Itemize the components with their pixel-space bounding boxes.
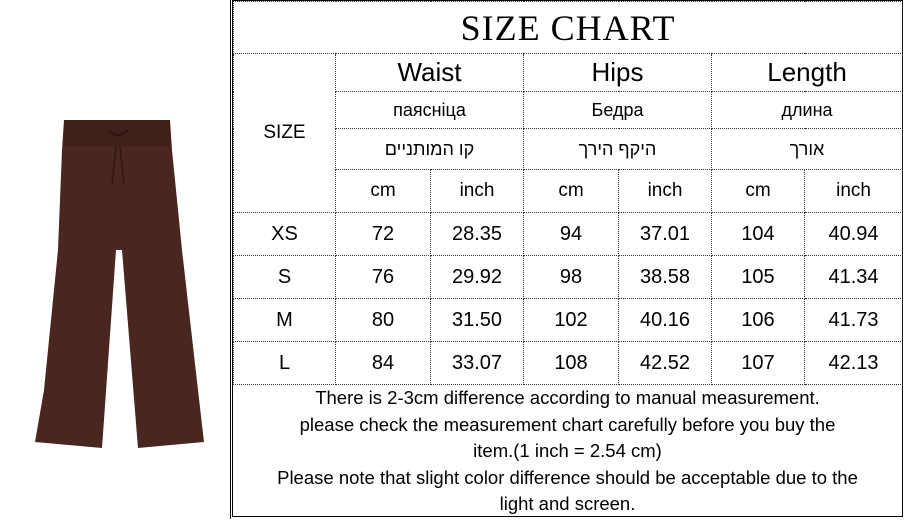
value-cell: 40.16 (618, 298, 712, 342)
value-cell: 40.94 (803, 212, 904, 256)
note-line: light and screen. (499, 493, 636, 514)
length-header: Length (710, 53, 904, 92)
value-cell: 28.35 (430, 212, 524, 256)
value-cell: 37.01 (618, 212, 712, 256)
length-hebrew: אורך (710, 128, 904, 170)
value-cell: 42.13 (803, 341, 904, 385)
unit-cm: cm (523, 169, 619, 213)
value-cell: 33.07 (430, 341, 524, 385)
unit-inch: inch (618, 169, 712, 213)
unit-cm: cm (711, 169, 805, 213)
unit-cm: cm (335, 169, 431, 213)
chart-title: SIZE CHART (232, 1, 904, 54)
hips-translation: Бедра (523, 91, 712, 129)
note-line: Please note that slight color difference… (277, 466, 858, 488)
unit-inch: inch (430, 169, 524, 213)
size-cell: S (233, 255, 336, 299)
value-cell: 84 (335, 341, 431, 385)
product-image (0, 0, 231, 519)
value-cell: 80 (335, 298, 431, 342)
note-line: please check the measurement chart caref… (299, 413, 836, 435)
value-cell: 29.92 (430, 255, 524, 299)
value-cell: 94 (523, 212, 619, 256)
value-cell: 41.73 (803, 298, 904, 342)
value-cell: 105 (711, 255, 805, 299)
table-row: S 76 29.92 98 38.58 105 41.34 (233, 255, 904, 299)
table-row: L 84 33.07 108 42.52 107 42.13 (233, 341, 904, 385)
value-cell: 108 (523, 341, 619, 385)
size-cell: M (233, 298, 336, 342)
waist-translation: паясніца (335, 91, 524, 129)
value-cell: 38.58 (618, 255, 712, 299)
size-chart: SIZE CHART SIZE Waist Hips Length паясні… (232, 0, 904, 518)
hips-header: Hips (523, 53, 712, 92)
value-cell: 107 (711, 341, 805, 385)
value-cell: 104 (711, 212, 805, 256)
measurement-notes: There is 2-3cm difference according to m… (233, 385, 902, 518)
size-cell: L (233, 341, 336, 385)
waist-hebrew: קו המותניים (335, 128, 524, 170)
value-cell: 76 (335, 255, 431, 299)
value-cell: 31.50 (430, 298, 524, 342)
size-header: SIZE (233, 53, 336, 213)
brown-pants-illustration (35, 120, 204, 448)
value-cell: 42.52 (618, 341, 712, 385)
unit-inch: inch (803, 169, 904, 213)
table-row: XS 72 28.35 94 37.01 104 40.94 (233, 212, 904, 256)
value-cell: 41.34 (803, 255, 904, 299)
value-cell: 98 (523, 255, 619, 299)
waist-header: Waist (335, 53, 524, 92)
value-cell: 72 (335, 212, 431, 256)
note-line: There is 2-3cm difference according to m… (315, 387, 820, 408)
value-cell: 106 (711, 298, 805, 342)
length-translation: длина (710, 91, 904, 129)
table-row: M 80 31.50 102 40.16 106 41.73 (233, 298, 904, 342)
size-table: SIZE CHART SIZE Waist Hips Length паясні… (232, 1, 904, 385)
value-cell: 102 (523, 298, 619, 342)
size-cell: XS (233, 212, 336, 256)
hips-hebrew: היקף הירך (523, 128, 712, 170)
note-line: item.(1 inch = 2.54 cm) (473, 440, 662, 461)
